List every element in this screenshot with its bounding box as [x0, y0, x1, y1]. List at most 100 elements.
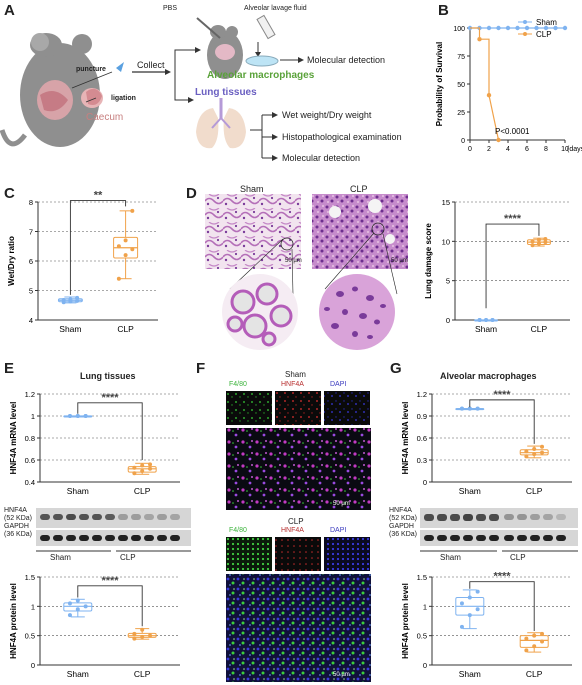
chartGp-significance-bracket	[469, 581, 535, 631]
e-protein-chart: 0 0.5 1 1.5 HNF4A protein level Sham CLP ****	[9, 573, 180, 679]
histo-label: Histopathological examination	[282, 132, 402, 142]
chartEp-significance-bracket	[77, 585, 143, 627]
chartGp-point-clp	[540, 631, 545, 636]
panel-letter-b: B	[438, 2, 449, 19]
chartEp-point-clp	[132, 631, 137, 636]
g-blot-hnf4a: HNF4A	[389, 507, 412, 514]
chartGm-significance-bracket	[469, 399, 535, 444]
chartGm-x-tick-label: CLP	[526, 486, 543, 496]
chartC-significance-stars: **	[94, 190, 103, 202]
chartGm-y-tick-label: 1.2	[417, 390, 427, 399]
e-western-blot	[36, 508, 191, 552]
chartD-point-sham	[477, 318, 482, 322]
chartC-y-tick-label: 7	[29, 228, 33, 237]
panel-letter-e: E	[4, 360, 15, 377]
b-y-tick-label: 100	[453, 26, 465, 33]
chartGm-point-sham	[459, 406, 464, 411]
b-clp-point	[477, 37, 482, 42]
chartEp-point-sham	[67, 601, 72, 606]
chartC-x-tick-label: CLP	[117, 324, 134, 334]
chartGp-significance-stars: ****	[493, 571, 511, 583]
chartGp-y-tick-label: 0.5	[417, 632, 427, 641]
mouse-illustration	[0, 33, 100, 147]
chartGp-point-clp	[532, 633, 537, 638]
e-blot-hnf4a-kda: (52 KDa)	[4, 515, 33, 522]
lung-tissues-label: Lung tissues	[195, 87, 257, 98]
chartGm-y-tick-label: 0	[423, 478, 427, 487]
chartGm-point-clp	[532, 452, 537, 457]
g-western-blot	[420, 508, 578, 552]
molecular-detection-1: Molecular detection	[307, 55, 386, 65]
chartGp-y-tick-label: 1	[423, 602, 427, 611]
chartC-significance-bracket	[69, 200, 127, 295]
b-sham-point	[524, 25, 530, 31]
e-group-clp: CLP	[120, 553, 136, 562]
sham-histology-image	[205, 194, 301, 269]
chartD-point-clp	[543, 236, 548, 241]
chartD-point-clp	[530, 243, 535, 248]
g-protein-chart: 0 0.5 1 1.5 HNF4A protein level Sham CLP ****	[401, 571, 572, 679]
chartEm-point-clp	[148, 462, 153, 467]
chartGm-x-tick-label: Sham	[459, 486, 481, 496]
panel-letter-d: D	[186, 185, 197, 202]
chartGp-point-sham	[467, 595, 472, 600]
sham-zoom-circle	[222, 274, 298, 350]
chartGp-point-sham	[459, 624, 464, 629]
b-sham-point	[486, 25, 492, 31]
small-mouse-illustration	[207, 25, 243, 79]
chartEp-point-clp	[148, 633, 153, 638]
chartGp-y-axis-label: HNF4A protein level	[401, 583, 410, 659]
chartD-y-tick-label: 15	[442, 198, 450, 207]
chartGm-point-sham	[475, 406, 480, 411]
chartEm-y-tick-label: 1.2	[25, 390, 35, 399]
b-y-tick-label: 50	[457, 82, 465, 89]
b-x-tick-label: 2	[487, 146, 491, 153]
chartGm-point-clp	[540, 444, 545, 449]
chartGp-x-tick-label: CLP	[526, 669, 543, 679]
chartGp-point-sham	[467, 613, 472, 618]
chartGm-y-tick-label: 0.3	[417, 456, 427, 465]
chartC-point-sham	[68, 297, 73, 302]
chartEp-y-tick-label: 0.5	[25, 632, 35, 641]
chartEp-x-tick-label: CLP	[134, 669, 151, 679]
chartGp-point-clp	[524, 636, 529, 641]
chartEm-y-tick-label: 0.4	[25, 478, 35, 487]
chartC-y-tick-label: 4	[29, 316, 33, 325]
chartD-significance-stars: ****	[504, 213, 522, 225]
histology-images	[205, 194, 408, 350]
chartD-point-clp	[530, 239, 535, 244]
b-x-tick-label: 4	[506, 146, 510, 153]
b-clp-line	[470, 27, 500, 141]
b-y-tick-label: 75	[457, 54, 465, 61]
chartC-y-axis-label: Wet/Dry ratio	[7, 236, 16, 286]
syringe-icon	[196, 17, 221, 39]
g-mrna-chart: 0 0.3 0.6 0.9 1.2 HNF4A mRNA level Sham CLP ****	[401, 389, 572, 496]
b-sham-point	[534, 25, 539, 31]
chartD-y-tick-label: 10	[442, 237, 450, 246]
chartEp-x-tick-label: Sham	[67, 669, 89, 679]
e-group-sham: Sham	[50, 553, 71, 562]
chartGm-y-tick-label: 0.9	[417, 412, 427, 421]
b-sham-point	[505, 25, 511, 31]
b-days-label: (days)	[567, 146, 582, 153]
chartGp-point-sham	[459, 601, 464, 606]
b-sham-point	[562, 25, 568, 31]
panel-letter-c: C	[4, 185, 15, 202]
panel-letter-a: A	[4, 2, 15, 19]
chartGm-point-sham	[467, 406, 472, 411]
b-x-tick-label: 8	[544, 146, 548, 153]
chartGm-point-clp	[524, 449, 529, 454]
b-x-tick-label: 10	[561, 146, 569, 153]
lung-damage-chart: 0 5 10 15 Lung damage score Sham CLP ****	[424, 198, 570, 334]
survival-chart: 0 25 50 75 100 0 2 4 6 8 10(days) Probability of Su…	[435, 18, 582, 153]
chartC-point-clp	[130, 247, 135, 252]
d-sham-label: Sham	[240, 184, 264, 194]
f-hnf4a-label-2: HNF4A	[281, 527, 304, 534]
b-y-tick-label: 25	[457, 110, 465, 117]
chartEp-y-axis-label: HNF4A protein level	[9, 583, 18, 659]
chartD-x-tick-label: CLP	[531, 324, 548, 334]
chartC-point-sham	[75, 295, 80, 300]
chartEm-y-tick-label: 0.6	[25, 456, 35, 465]
e-title: Lung tissues	[80, 371, 136, 381]
chartEp-point-clp	[140, 634, 145, 639]
